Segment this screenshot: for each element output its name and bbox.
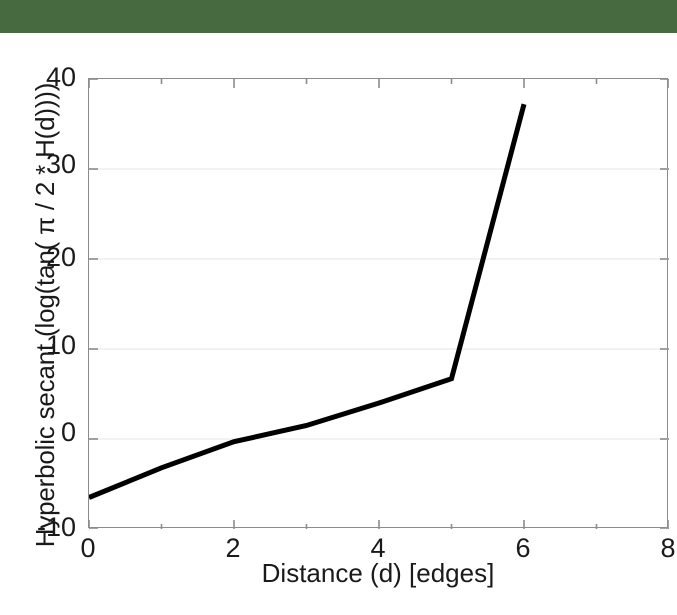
plot-area — [88, 78, 669, 529]
x-tick-label-8: 8 — [660, 533, 676, 563]
y-tick-label-0: 0 — [60, 417, 76, 447]
x-tick-label-4: 4 — [370, 533, 386, 563]
y-tick-label-40: 40 — [45, 62, 76, 92]
data-series-line — [89, 103, 527, 500]
y-tick-label-20: 20 — [45, 242, 76, 272]
y-tick-label-10: 10 — [45, 330, 76, 360]
y-tick-label-30: 30 — [45, 149, 76, 179]
y-tick-label--10: -10 — [36, 512, 76, 542]
axis-tick-marks — [89, 79, 669, 529]
top-green-band — [0, 0, 677, 33]
x-tick-label-6: 6 — [515, 533, 531, 563]
chart-figure: Hyperbolic secant (log(tan( π / 2 * H(d)… — [0, 0, 677, 600]
x-tick-label-0: 0 — [80, 533, 96, 563]
plot-canvas — [89, 79, 669, 529]
x-tick-label-2: 2 — [225, 533, 241, 563]
grid-lines — [89, 168, 669, 440]
y-tick-label-group: 40 30 20 10 0 -10 — [8, 0, 76, 600]
x-axis-title: Distance (d) [edges] — [261, 558, 495, 588]
